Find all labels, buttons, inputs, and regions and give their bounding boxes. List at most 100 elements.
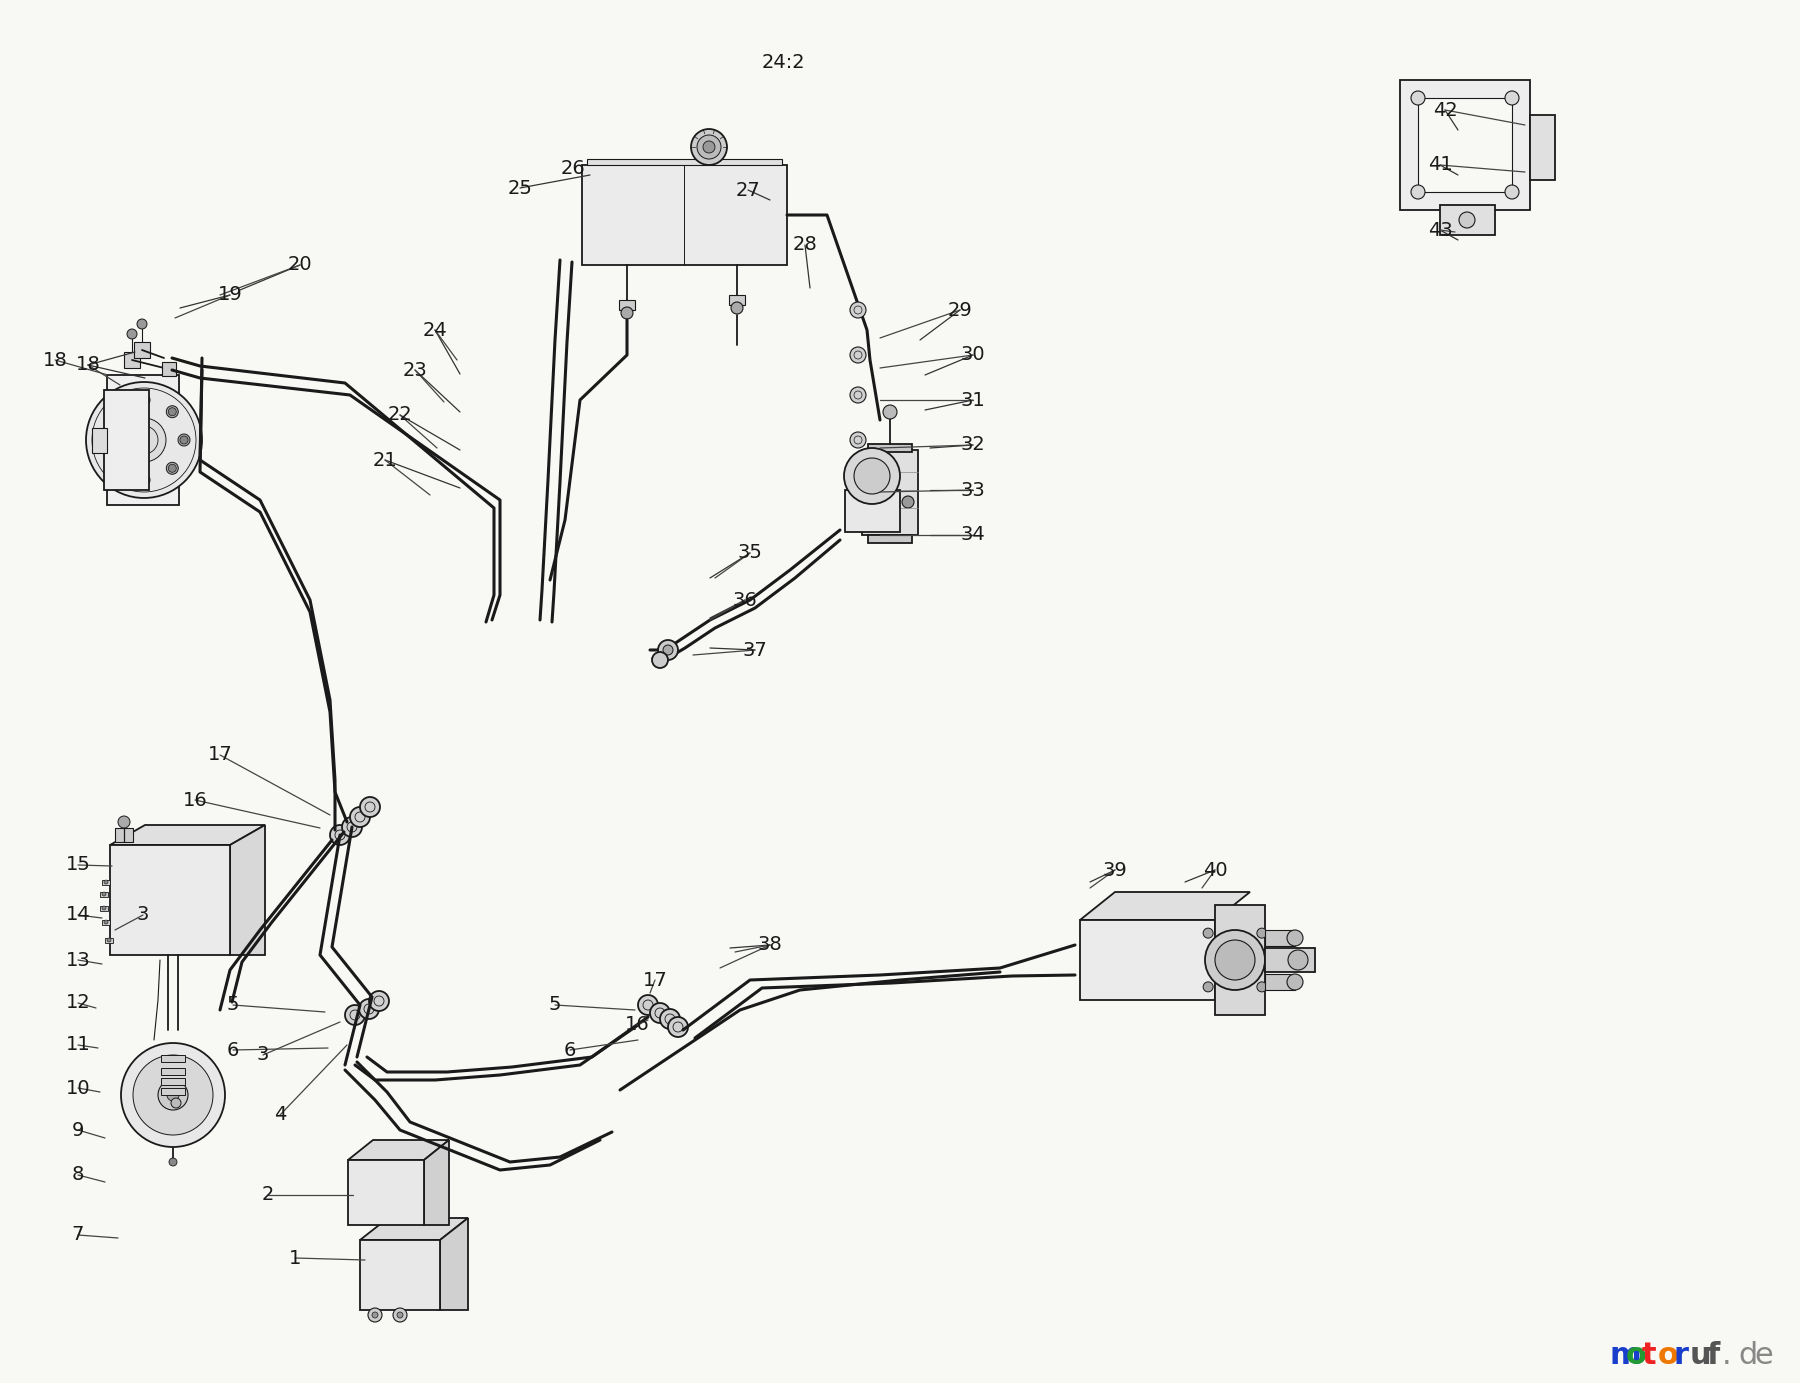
Text: 38: 38: [758, 935, 783, 954]
Circle shape: [392, 1308, 407, 1322]
Text: 42: 42: [1433, 101, 1458, 119]
Circle shape: [166, 462, 178, 474]
Text: 6: 6: [563, 1040, 576, 1059]
Bar: [581, 165, 787, 266]
Text: 13: 13: [65, 950, 90, 969]
Circle shape: [178, 434, 191, 445]
Polygon shape: [360, 1218, 468, 1241]
Circle shape: [1204, 929, 1265, 990]
Text: 30: 30: [961, 346, 985, 365]
Bar: [101, 906, 108, 911]
Text: 24: 24: [423, 321, 448, 339]
Circle shape: [1289, 950, 1309, 969]
Circle shape: [884, 405, 896, 419]
Circle shape: [850, 387, 866, 402]
Text: 5: 5: [549, 996, 562, 1015]
Bar: [1440, 205, 1496, 235]
Circle shape: [101, 436, 108, 444]
Circle shape: [167, 465, 176, 472]
Circle shape: [167, 1088, 178, 1101]
Text: .: .: [1723, 1340, 1732, 1369]
Circle shape: [158, 1080, 187, 1111]
Circle shape: [1505, 91, 1519, 105]
Polygon shape: [1080, 892, 1249, 920]
Circle shape: [119, 816, 130, 828]
Text: 15: 15: [65, 856, 90, 874]
Circle shape: [902, 496, 914, 508]
Bar: [868, 535, 913, 544]
Text: 22: 22: [387, 405, 412, 425]
Circle shape: [1287, 974, 1303, 990]
Text: 16: 16: [182, 791, 207, 809]
Text: e: e: [1753, 1340, 1773, 1369]
Circle shape: [104, 920, 108, 924]
Circle shape: [140, 476, 148, 484]
Text: d: d: [1739, 1340, 1757, 1369]
Bar: [162, 362, 176, 376]
Text: 32: 32: [961, 436, 985, 455]
Circle shape: [650, 1003, 670, 1023]
Text: 35: 35: [738, 544, 763, 563]
Circle shape: [171, 1098, 182, 1108]
Bar: [160, 1068, 185, 1075]
Circle shape: [691, 129, 727, 165]
Text: 1: 1: [288, 1249, 301, 1267]
Circle shape: [704, 141, 715, 154]
Text: m: m: [1609, 1340, 1642, 1369]
Circle shape: [139, 394, 149, 407]
Bar: [844, 490, 900, 532]
Circle shape: [97, 434, 110, 445]
Circle shape: [349, 808, 371, 827]
Circle shape: [110, 462, 122, 474]
Text: 2: 2: [261, 1185, 274, 1205]
Bar: [115, 828, 133, 842]
Text: 8: 8: [72, 1166, 85, 1184]
Text: 28: 28: [792, 235, 817, 254]
Text: 43: 43: [1427, 220, 1453, 239]
Bar: [92, 427, 106, 454]
Circle shape: [850, 347, 866, 362]
Text: 41: 41: [1427, 155, 1453, 174]
Bar: [862, 449, 918, 535]
Text: 11: 11: [65, 1036, 90, 1054]
Text: 21: 21: [373, 451, 398, 469]
Bar: [1265, 947, 1316, 972]
Circle shape: [652, 651, 668, 668]
Bar: [1265, 974, 1294, 990]
Circle shape: [1202, 928, 1213, 938]
Circle shape: [697, 136, 722, 159]
Circle shape: [104, 880, 108, 884]
Bar: [347, 1160, 425, 1225]
Circle shape: [850, 431, 866, 448]
Text: 23: 23: [403, 361, 427, 379]
Bar: [124, 353, 140, 368]
Circle shape: [169, 1158, 176, 1166]
Circle shape: [106, 938, 112, 942]
Circle shape: [86, 382, 202, 498]
Text: o: o: [1658, 1340, 1679, 1369]
Circle shape: [398, 1312, 403, 1318]
Circle shape: [358, 999, 380, 1019]
Circle shape: [166, 405, 178, 418]
Text: 37: 37: [743, 640, 767, 660]
Text: 20: 20: [288, 256, 313, 274]
Circle shape: [1256, 928, 1267, 938]
Text: 10: 10: [65, 1079, 90, 1098]
Circle shape: [112, 465, 121, 472]
Circle shape: [850, 301, 866, 318]
Text: u: u: [1690, 1340, 1712, 1369]
Text: 18: 18: [76, 355, 101, 375]
Text: 25: 25: [508, 178, 533, 198]
Circle shape: [662, 644, 673, 656]
Bar: [1080, 920, 1215, 1000]
Circle shape: [661, 1010, 680, 1029]
Polygon shape: [425, 1140, 448, 1225]
Bar: [106, 375, 178, 505]
Text: 36: 36: [733, 591, 758, 610]
Text: 39: 39: [1103, 860, 1127, 880]
Circle shape: [133, 1055, 212, 1135]
Text: 6: 6: [227, 1040, 239, 1059]
Text: 29: 29: [947, 300, 972, 319]
Bar: [868, 444, 913, 452]
Circle shape: [128, 329, 137, 339]
